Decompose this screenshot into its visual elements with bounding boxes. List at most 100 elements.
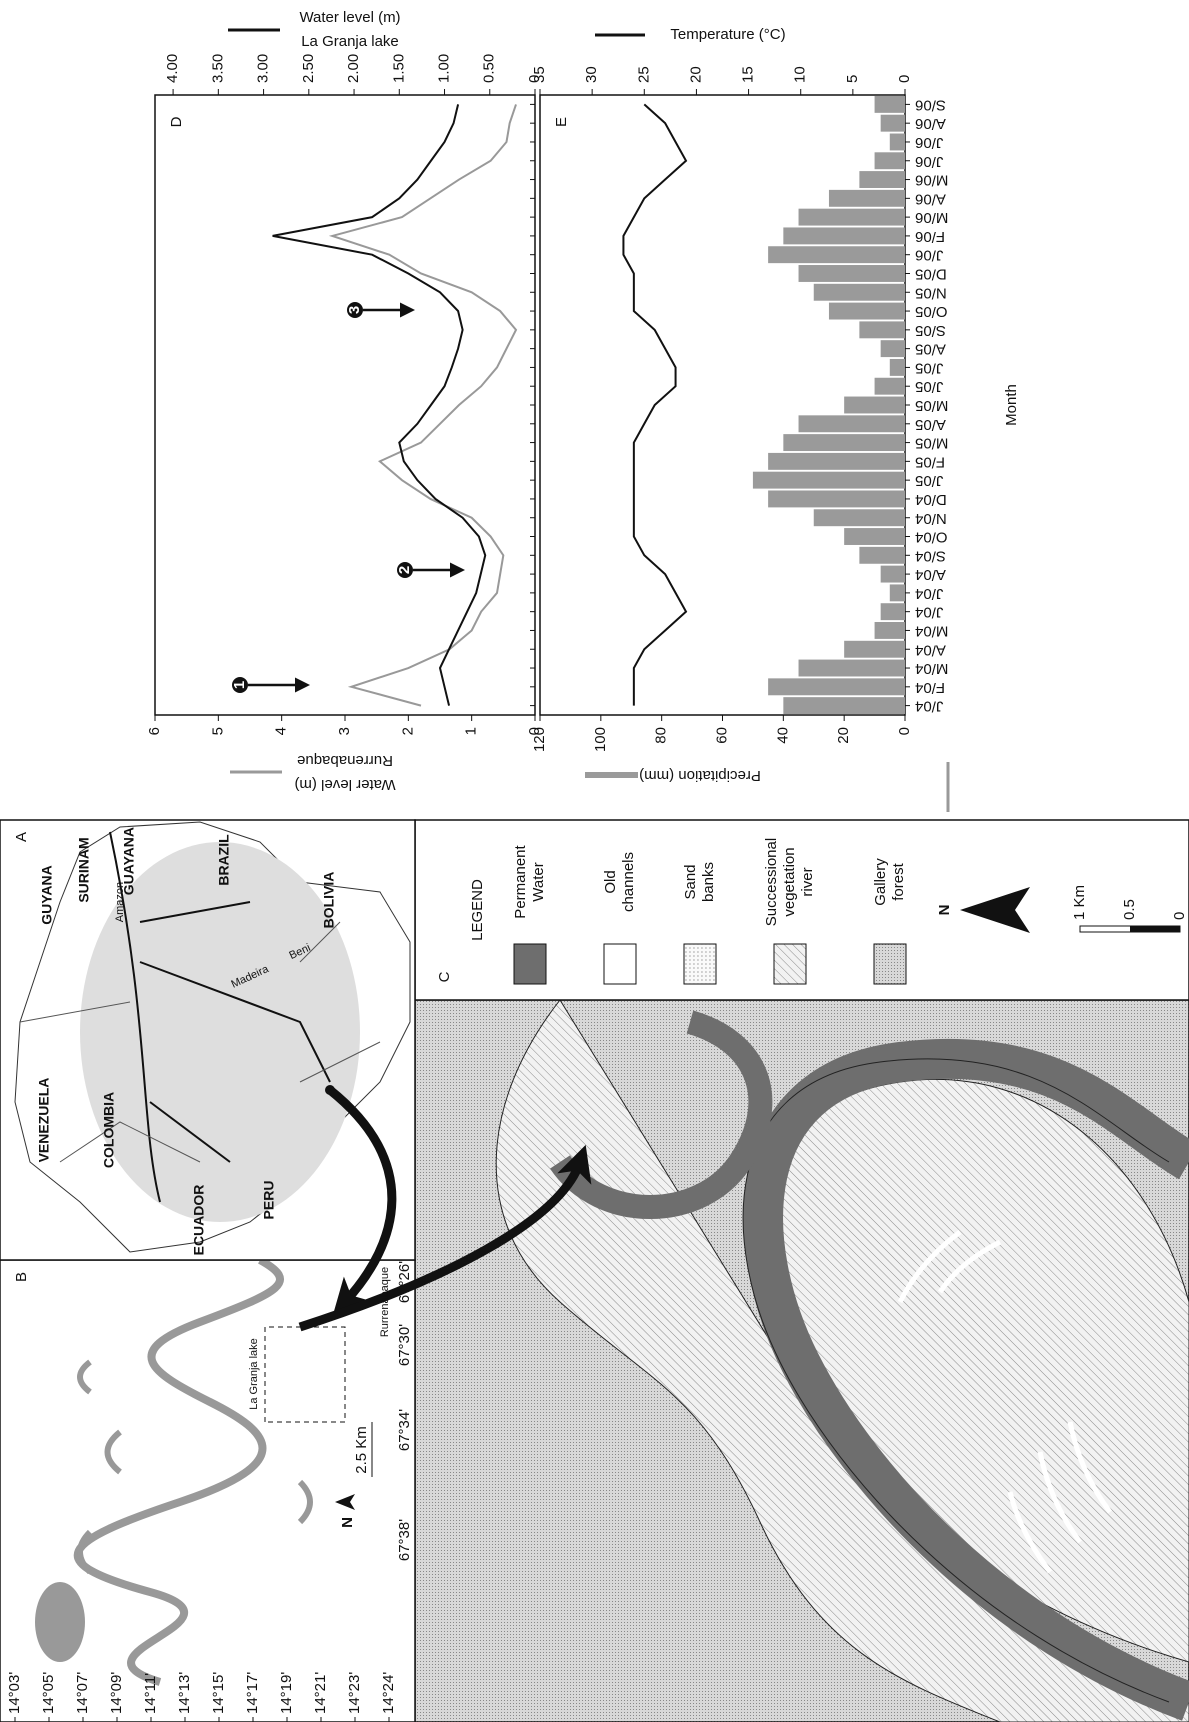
bar (880, 603, 906, 621)
latitude-label: 14°11' (142, 1673, 159, 1714)
y-tick-label: 5 (844, 75, 861, 83)
x-tick-label: J/06 (915, 134, 943, 151)
bar (768, 678, 905, 696)
legend-text: vegetation (781, 847, 798, 916)
y-tick-label: 0.50 (481, 54, 498, 83)
latitude-label: 14°13' (176, 1672, 193, 1714)
lake (550, 1010, 773, 1219)
panel-label: D (168, 116, 185, 127)
x-tick-label: F/06 (915, 228, 945, 245)
y-tick-label: 0 (526, 727, 543, 735)
bar (798, 265, 906, 282)
bar (874, 377, 905, 395)
legend-text: channels (620, 852, 637, 912)
latitude-label: 14°24' (380, 1672, 397, 1714)
latitude-label: 14°21' (312, 1672, 329, 1714)
y-tick-label: 0 (526, 75, 543, 83)
bar (783, 227, 905, 245)
legend-swatch (683, 943, 717, 985)
bar (813, 509, 905, 527)
y-tick-label: 2 (399, 727, 416, 735)
y-tick-label: 0 (896, 727, 913, 735)
bar (889, 584, 906, 602)
bar (874, 95, 905, 113)
amazon-basin (80, 842, 360, 1222)
x-tick-label: S/05 (915, 322, 946, 339)
locator-arrow (298, 1144, 592, 1332)
x-tick-label: O/04 (915, 529, 948, 546)
oxbow-lake (77, 1359, 313, 1575)
x-tick-label: F/04 (915, 679, 945, 696)
legend-title: LEGEND (469, 879, 486, 941)
legend-text: Sand (682, 864, 699, 899)
y-tick-label: 20 (835, 727, 852, 744)
x-tick-label: J/05 (915, 359, 943, 376)
y-tick-label: 3.50 (209, 54, 226, 83)
bar (798, 659, 906, 677)
y-tick-label: 1 (463, 727, 480, 735)
bar (768, 490, 905, 508)
country-name: PERU (261, 1181, 277, 1220)
annotation: 3 (346, 306, 363, 314)
country-name: VENEZUELA (36, 1078, 52, 1163)
y-tick-label: 15 (740, 66, 757, 83)
legend-text: Gallery (872, 858, 889, 906)
longitude-label: 67°34' (396, 1409, 413, 1451)
x-tick-label: M/05 (915, 435, 948, 452)
annotation-badge (232, 677, 248, 693)
y-tick-label: 30 (583, 66, 600, 83)
latitude-label: 14°23' (346, 1672, 363, 1714)
river-name: Amazon (114, 882, 126, 922)
x-tick-label: A/06 (915, 115, 946, 132)
country-name: GUAYANA (121, 827, 137, 895)
y-tick-label: 40 (774, 727, 791, 744)
bar (859, 546, 905, 564)
bar (874, 621, 905, 639)
bar (828, 189, 905, 207)
legend-text: forest (890, 862, 907, 900)
y-tick-label: 100 (592, 727, 609, 752)
x-tick-label: M/05 (915, 397, 948, 414)
north-label: N (936, 905, 953, 916)
x-tick-label: N/05 (915, 284, 947, 301)
y-axis-title: Rurrenabaque (297, 752, 393, 769)
bar (768, 452, 905, 470)
bar (880, 114, 906, 132)
legend-text: river (799, 867, 816, 896)
scale-label: 0 (1171, 912, 1188, 920)
bar (783, 697, 905, 715)
y-tick-label: 4 (273, 727, 290, 735)
y-tick-label: 6 (146, 727, 163, 735)
lake-blob (35, 1582, 85, 1662)
country-name: SURINAM (76, 837, 92, 902)
x-tick-label: A/05 (915, 416, 946, 433)
bar (768, 246, 905, 264)
country-name: BRAZIL (216, 834, 232, 886)
old-channel (897, 1230, 1113, 1574)
legend-text: Water (530, 862, 547, 901)
rotated-figure: 012345600.501.001.502.002.503.003.504.00… (0, 9, 1189, 1722)
bar (752, 471, 906, 489)
data-line (328, 104, 518, 707)
legend-swatch (873, 943, 907, 985)
legend-text: Successional (763, 838, 780, 926)
y-tick-label: 35 (531, 66, 548, 83)
x-tick-label: S/06 (915, 96, 946, 113)
bar (844, 396, 906, 414)
x-tick-label: J/06 (915, 247, 943, 264)
scale-label: 0.5 (1121, 899, 1138, 920)
legend-swatch (773, 943, 807, 985)
data-line (622, 103, 688, 706)
legend-text: Old (602, 870, 619, 893)
bar (889, 358, 906, 376)
lake-name: La Granja lake (248, 1338, 260, 1410)
legend-text: Permanent (512, 844, 529, 918)
x-tick-label: O/05 (915, 303, 948, 320)
annotation: 1 (231, 681, 248, 689)
x-tick-label: A/05 (915, 341, 946, 358)
latitude-label: 14°19' (278, 1672, 295, 1714)
x-tick-label: J/04 (915, 585, 943, 602)
x-tick-label: A/04 (915, 566, 946, 583)
bar (859, 171, 905, 188)
